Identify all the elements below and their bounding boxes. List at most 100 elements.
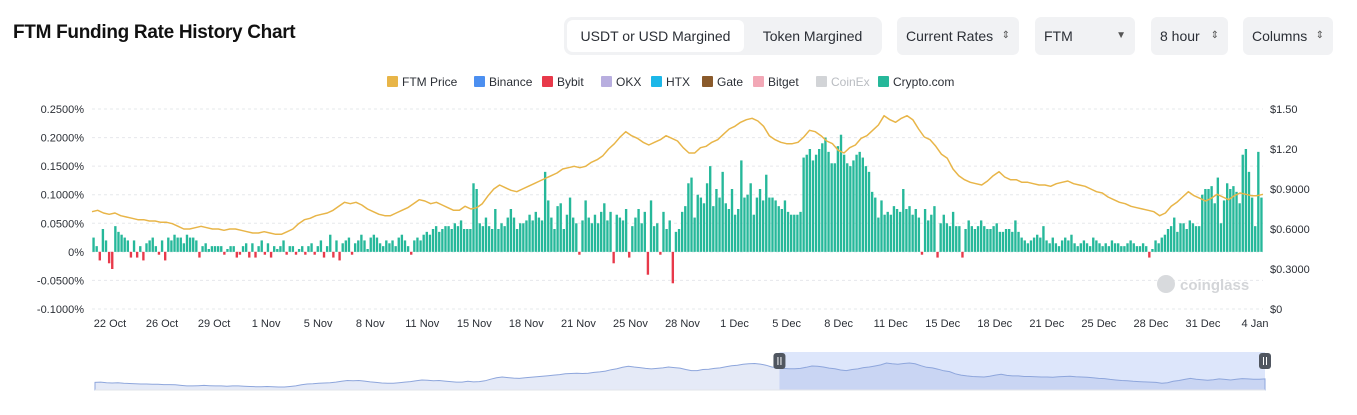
funding-bar [1126, 243, 1129, 252]
funding-bar [964, 229, 967, 252]
funding-bars [92, 134, 1263, 284]
legend-swatch [753, 76, 764, 87]
x-tick-label: 11 Dec [874, 318, 909, 330]
funding-bar [1039, 237, 1042, 252]
funding-bar [1032, 237, 1036, 252]
y-left-tick-label: 0.2500% [41, 104, 85, 116]
legend-item[interactable]: HTX [651, 75, 690, 89]
legend-label: HTX [666, 75, 690, 89]
funding-bar [578, 251, 581, 255]
funding-bar [637, 209, 640, 252]
tab-token-margined[interactable]: Token Margined [762, 28, 863, 44]
funding-bar [659, 251, 662, 255]
funding-bar [1141, 243, 1145, 252]
funding-bar [1132, 243, 1135, 252]
funding-bar [833, 163, 836, 252]
x-tick-label: 8 Dec [824, 318, 853, 330]
funding-bar [1244, 149, 1248, 252]
legend-swatch [601, 76, 612, 87]
funding-bar [587, 217, 590, 252]
funding-bar [229, 246, 232, 252]
funding-bar [973, 229, 977, 252]
funding-bar [201, 246, 204, 252]
funding-bar [132, 240, 136, 252]
funding-bar [154, 246, 158, 252]
x-tick-label: 1 Dec [720, 318, 749, 330]
legend-item[interactable]: OKX [601, 75, 641, 89]
funding-bar [1042, 226, 1045, 252]
legend-label: Crypto.com [893, 75, 955, 89]
funding-bar [503, 226, 506, 252]
funding-bar [329, 234, 332, 252]
tab-usdt-margined[interactable]: USDT or USD Margined [567, 20, 744, 52]
funding-bar [1232, 186, 1235, 252]
funding-bar [139, 246, 142, 252]
funding-bar [927, 220, 930, 252]
funding-bar [665, 229, 668, 252]
funding-bar [441, 229, 444, 252]
rates-select[interactable]: Current Rates ⇕ [897, 17, 1019, 55]
funding-bar [824, 137, 827, 252]
legend-item[interactable]: Gate [702, 75, 743, 89]
funding-bar [357, 240, 360, 252]
funding-bar [475, 189, 478, 252]
legend-item[interactable]: Binance [474, 75, 532, 89]
funding-bar [148, 240, 151, 252]
funding-bar [1235, 191, 1238, 252]
funding-bar [1166, 229, 1170, 252]
funding-bar [979, 220, 983, 252]
funding-bar [839, 134, 843, 252]
funding-bar [967, 220, 970, 252]
navigator-series [94, 362, 1266, 391]
funding-bar [908, 206, 911, 252]
funding-bar [1104, 243, 1107, 252]
range-handle-right[interactable] [1259, 353, 1271, 369]
view-select[interactable]: Columns ⇕ [1243, 17, 1333, 55]
funding-bar [861, 157, 864, 252]
funding-bar [1023, 240, 1026, 252]
symbol-select[interactable]: FTM ▼ [1035, 17, 1135, 55]
legend-item[interactable]: Crypto.com [878, 75, 954, 89]
legend-item[interactable]: CoinEx [816, 75, 870, 89]
funding-bar [746, 194, 749, 252]
funding-bar [989, 229, 992, 252]
funding-bar [1226, 183, 1229, 252]
price-series [91, 114, 1264, 236]
legend-item[interactable]: Bitget [753, 75, 799, 89]
interval-select[interactable]: 8 hour ⇕ [1151, 17, 1228, 55]
funding-bar [1007, 229, 1011, 252]
x-tick-label: 18 Dec [977, 318, 1012, 330]
funding-bar [1138, 246, 1142, 252]
legend-item[interactable]: Bybit [542, 75, 584, 89]
funding-bar [316, 246, 319, 252]
funding-bar [780, 209, 784, 252]
range-handle-left[interactable] [773, 353, 786, 369]
x-tick-label: 28 Dec [1133, 318, 1168, 330]
funding-bar [709, 166, 712, 252]
legend-item[interactable]: FTM Price [387, 75, 457, 89]
funding-bar [534, 211, 537, 252]
funding-bar [1204, 189, 1207, 252]
updown-icon: ⇕ [1210, 30, 1219, 41]
funding-bar [571, 217, 575, 252]
funding-bar [864, 166, 868, 252]
funding-bar [263, 251, 267, 255]
funding-bar [889, 214, 893, 252]
funding-bar [1113, 243, 1117, 252]
y-right-tick-label: $0.9000 [1270, 184, 1310, 196]
funding-bar [631, 226, 634, 252]
funding-bar [512, 217, 516, 252]
funding-bar [1076, 246, 1079, 252]
funding-bar [335, 240, 338, 252]
funding-bar [680, 211, 684, 252]
rates-select-value: Current Rates [906, 28, 994, 44]
funding-bar [226, 249, 229, 252]
funding-bar [129, 251, 133, 258]
funding-bar [319, 240, 323, 252]
funding-bar [257, 246, 260, 252]
funding-bar [1210, 186, 1213, 252]
funding-bar [307, 246, 310, 252]
funding-bar [397, 237, 400, 252]
funding-bar [556, 206, 559, 252]
funding-bar [786, 211, 790, 252]
